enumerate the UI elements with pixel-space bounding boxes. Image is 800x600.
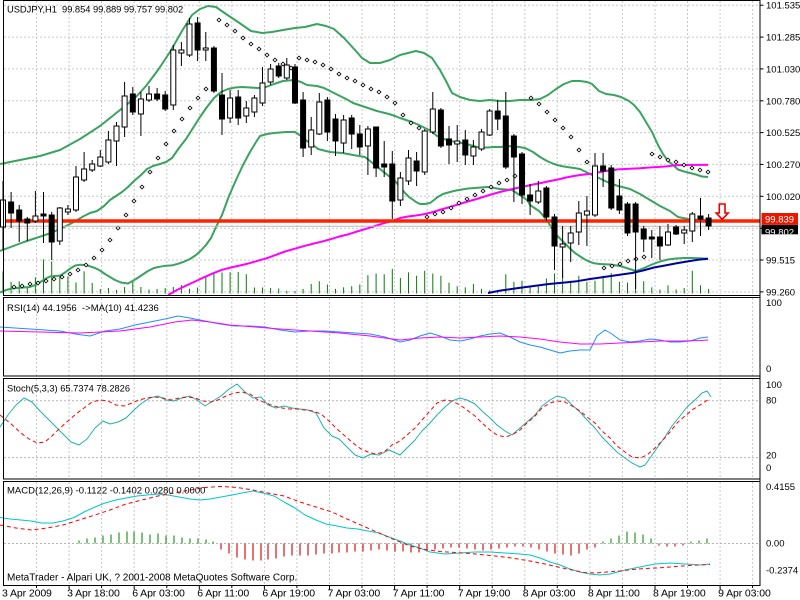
svg-text:100.270: 100.270 — [766, 160, 800, 171]
svg-text:7 Apr 19:00: 7 Apr 19:00 — [458, 588, 511, 600]
svg-text:100.525: 100.525 — [766, 128, 800, 139]
svg-text:0.00: 0.00 — [766, 539, 785, 550]
svg-text:8 Apr 19:00: 8 Apr 19:00 — [653, 588, 706, 600]
svg-text:100: 100 — [766, 380, 782, 391]
svg-text:3 Apr 2009: 3 Apr 2009 — [2, 588, 52, 600]
svg-text:99.260: 99.260 — [766, 287, 795, 298]
svg-text:100.780: 100.780 — [766, 96, 800, 107]
svg-text:101.030: 101.030 — [766, 64, 800, 75]
svg-text:0: 0 — [766, 463, 771, 474]
svg-text:9 Apr 03:00: 9 Apr 03:00 — [718, 588, 771, 600]
svg-text:6 Apr 03:00: 6 Apr 03:00 — [132, 588, 185, 600]
svg-text:Stoch(5,3,3) 65.7374 78.2826: Stoch(5,3,3) 65.7374 78.2826 — [7, 384, 130, 394]
svg-text:101.535: 101.535 — [766, 1, 800, 12]
svg-text:-0.2374: -0.2374 — [766, 566, 798, 577]
svg-text:100.020: 100.020 — [766, 192, 800, 203]
svg-text:99.515: 99.515 — [766, 256, 795, 267]
svg-text:99.802: 99.802 — [765, 228, 794, 239]
svg-text:RSI(14) 44.1956 ->MA(10) 41.4: RSI(14) 44.1956 ->MA(10) 41.4236 — [7, 303, 159, 314]
svg-text:7 Apr 03:00: 7 Apr 03:00 — [328, 588, 381, 600]
svg-text:MACD(12,26,9) -0.1122 -0.1402: MACD(12,26,9) -0.1122 -0.1402 0.0280 0.0… — [7, 486, 205, 497]
svg-text:0.4155: 0.4155 — [766, 482, 795, 493]
svg-text:USDJPY,H1 99.854 99.889 99.75: USDJPY,H1 99.854 99.889 99.757 99.802 — [7, 4, 183, 15]
svg-text:MetaTrader - Alpari UK, ? 2001: MetaTrader - Alpari UK, ? 2001-2008 Meta… — [7, 573, 297, 584]
svg-text:80: 80 — [766, 396, 777, 407]
svg-text:99.839: 99.839 — [765, 215, 794, 226]
svg-text:101.285: 101.285 — [766, 33, 800, 44]
svg-text:100: 100 — [766, 298, 782, 309]
svg-text:0: 0 — [766, 364, 771, 375]
svg-text:7 Apr 11:00: 7 Apr 11:00 — [393, 588, 445, 600]
svg-text:8 Apr 03:00: 8 Apr 03:00 — [523, 588, 576, 600]
svg-text:20: 20 — [766, 451, 777, 462]
svg-text:6 Apr 11:00: 6 Apr 11:00 — [197, 588, 249, 600]
svg-text:3 Apr 18:00: 3 Apr 18:00 — [67, 588, 120, 600]
svg-text:8 Apr 11:00: 8 Apr 11:00 — [588, 588, 640, 600]
svg-text:6 Apr 19:00: 6 Apr 19:00 — [262, 588, 315, 600]
